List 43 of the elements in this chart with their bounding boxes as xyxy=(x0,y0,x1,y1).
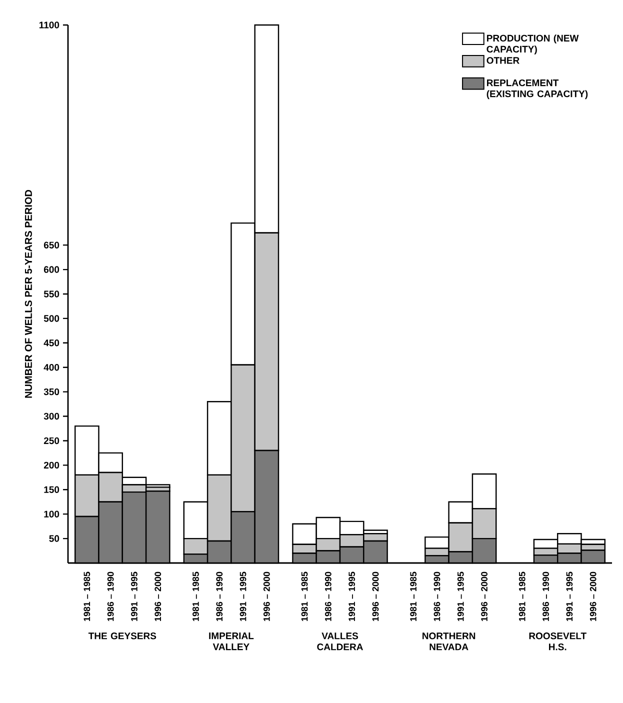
legend-label: PRODUCTION (NEW CAPACITY) xyxy=(486,34,579,54)
x-tick-label: 1996 – 2000 xyxy=(481,572,488,622)
x-tick-label: 1996 – 2000 xyxy=(263,572,270,622)
x-tick-label: 1986 – 1990 xyxy=(542,572,549,622)
text: IMPERIAL VALLEY xyxy=(209,632,254,650)
y-tick-label: 100 xyxy=(44,510,60,518)
y-tick-label: 350 xyxy=(44,388,60,396)
y-tick-label: 50 xyxy=(49,535,60,542)
x-tick-label: 1991 – 1995 xyxy=(348,572,356,622)
x-tick-label: 1996 – 2000 xyxy=(154,572,162,622)
x-tick-label: 1986 – 1990 xyxy=(216,572,223,622)
y-axis-title: NUMBER OF WELLS PER 5-YEARS PERIOD xyxy=(24,190,32,398)
x-tick-label: 1981 – 1985 xyxy=(518,572,526,622)
y-tick-label: 400 xyxy=(44,364,60,371)
text: NORTHERN NEVADA xyxy=(422,632,476,650)
y-tick-label: 250 xyxy=(44,437,60,444)
x-tick-label: 1991 – 1995 xyxy=(566,572,573,622)
y-tick-label: 500 xyxy=(44,315,60,322)
y-tick-label: 600 xyxy=(44,266,60,273)
x-tick-label: 1986 – 1990 xyxy=(434,572,440,622)
text: ROOSEVELT H.S. xyxy=(529,632,586,650)
x-tick-label: 1986 – 1990 xyxy=(107,572,114,622)
x-tick-label: 1981 – 1985 xyxy=(410,572,417,622)
x-tick-label: 1991 – 1995 xyxy=(457,572,464,622)
x-tick-label: 1986 – 1990 xyxy=(324,572,332,622)
x-tick-label: 1996 – 2000 xyxy=(372,572,379,622)
text: VALLES CALDERA xyxy=(317,632,363,650)
x-tick-label: 1991 – 1995 xyxy=(131,572,138,622)
legend-label: OTHER xyxy=(486,57,520,64)
x-tick-label: 1981 – 1985 xyxy=(301,572,308,622)
y-tick-label: 200 xyxy=(44,462,60,469)
x-tick-label: 1991 – 1995 xyxy=(240,572,246,622)
x-tick-label: 1981 – 1985 xyxy=(84,572,90,622)
x-tick-label: 1996 – 2000 xyxy=(590,572,596,622)
y-tick-label: 150 xyxy=(44,486,60,493)
x-tick-label: 1981 – 1985 xyxy=(192,572,199,622)
legend-label: REPLACEMENT (EXISTING CAPACITY) xyxy=(486,79,588,100)
y-tick-label: 650 xyxy=(44,242,60,248)
y-tick-label: 300 xyxy=(44,412,60,420)
y-tick-label: 450 xyxy=(44,340,60,346)
text: THE GEYSERS xyxy=(88,632,156,640)
y-tick-label: 550 xyxy=(44,290,60,298)
y-tick-label: 1100 xyxy=(39,22,60,28)
